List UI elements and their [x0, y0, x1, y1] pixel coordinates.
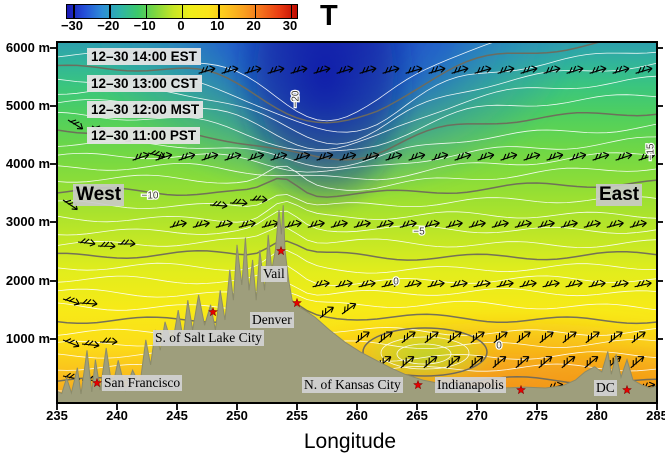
colorbar-tick-label: 0	[177, 18, 185, 33]
time-label-cst: 12–30 13:00 CST	[87, 75, 202, 92]
colorbar-tick-label: 10	[210, 18, 225, 33]
time-label-pst: 12–30 11:00 PST	[87, 127, 201, 144]
isotherm-label: −15	[646, 143, 657, 160]
station-marker-star	[515, 384, 527, 395]
isotherm-label: −20	[291, 90, 302, 107]
x-tick-label: 270	[466, 408, 488, 423]
station-label: Denver	[250, 312, 294, 328]
station-label: Indianapolis	[435, 377, 506, 393]
x-tick-label: 245	[166, 408, 188, 423]
isotherm-label: 0	[393, 277, 399, 288]
station-label: San Francisco	[102, 375, 183, 391]
time-label-mst: 12–30 12:00 MST	[87, 101, 204, 118]
y-tick-label: 6000 m	[5, 40, 50, 55]
axis-ticks	[50, 47, 663, 410]
west-label: West	[73, 184, 125, 206]
station-marker-star	[207, 306, 219, 317]
zero-isotherm-ring	[362, 327, 488, 377]
colorbar-tick	[145, 5, 148, 18]
x-tick-label: 255	[286, 408, 308, 423]
isotherm-label: −5	[413, 227, 425, 238]
time-label-est: 12–30 14:00 EST	[87, 48, 201, 65]
colorbar-tick-label: 30	[282, 18, 298, 33]
x-tick-label: 280	[586, 408, 608, 423]
station-marker-star	[91, 377, 103, 388]
station-marker-star	[275, 245, 287, 256]
y-tick-label: 5000 m	[5, 98, 50, 113]
colorbar-tick-label: −20	[97, 18, 120, 33]
colorbar-tick	[181, 5, 184, 18]
colorbar-tick	[254, 5, 257, 18]
x-tick-label: 240	[106, 408, 128, 423]
station-label: Vail	[261, 266, 287, 282]
station-marker-star	[412, 379, 424, 390]
colorbar-tick	[109, 5, 111, 18]
x-tick-label: 260	[346, 408, 368, 423]
y-tick-label: 1000 m	[5, 331, 50, 346]
station-label: S. of Salt Lake City	[153, 330, 264, 346]
x-tick-label: 285	[646, 408, 665, 423]
station-marker-star	[291, 297, 303, 308]
isotherm-label: 0	[496, 341, 502, 352]
colorbar-tick-label: 20	[246, 18, 261, 33]
station-markers	[91, 245, 633, 395]
colorbar-tick	[290, 5, 293, 18]
colorbar-tick-label: −10	[133, 18, 156, 33]
y-tick-label: 2000 m	[5, 273, 50, 288]
y-tick-label: 3000 m	[5, 214, 50, 229]
colorbar-tick-label: −30	[60, 18, 84, 33]
station-label: N. of Kansas City	[302, 377, 403, 393]
east-label: East	[596, 184, 643, 206]
temperature-colorbar	[66, 4, 298, 19]
station-label: DC	[594, 380, 617, 396]
x-tick-label: 250	[226, 408, 248, 423]
x-tick-label: 235	[46, 408, 68, 423]
x-axis-title: Longitude	[303, 430, 397, 453]
contour-labels: −20 −15 −10 −5 0 0	[140, 89, 657, 353]
plot-title: T	[320, 0, 338, 32]
isotherm-label: −10	[142, 191, 159, 202]
x-tick-label: 265	[406, 408, 428, 423]
y-tick-label: 4000 m	[5, 156, 50, 171]
x-tick-label: 275	[526, 408, 548, 423]
colorbar-tick	[73, 5, 75, 18]
colorbar-tick	[218, 5, 220, 18]
station-marker-star	[621, 384, 633, 395]
